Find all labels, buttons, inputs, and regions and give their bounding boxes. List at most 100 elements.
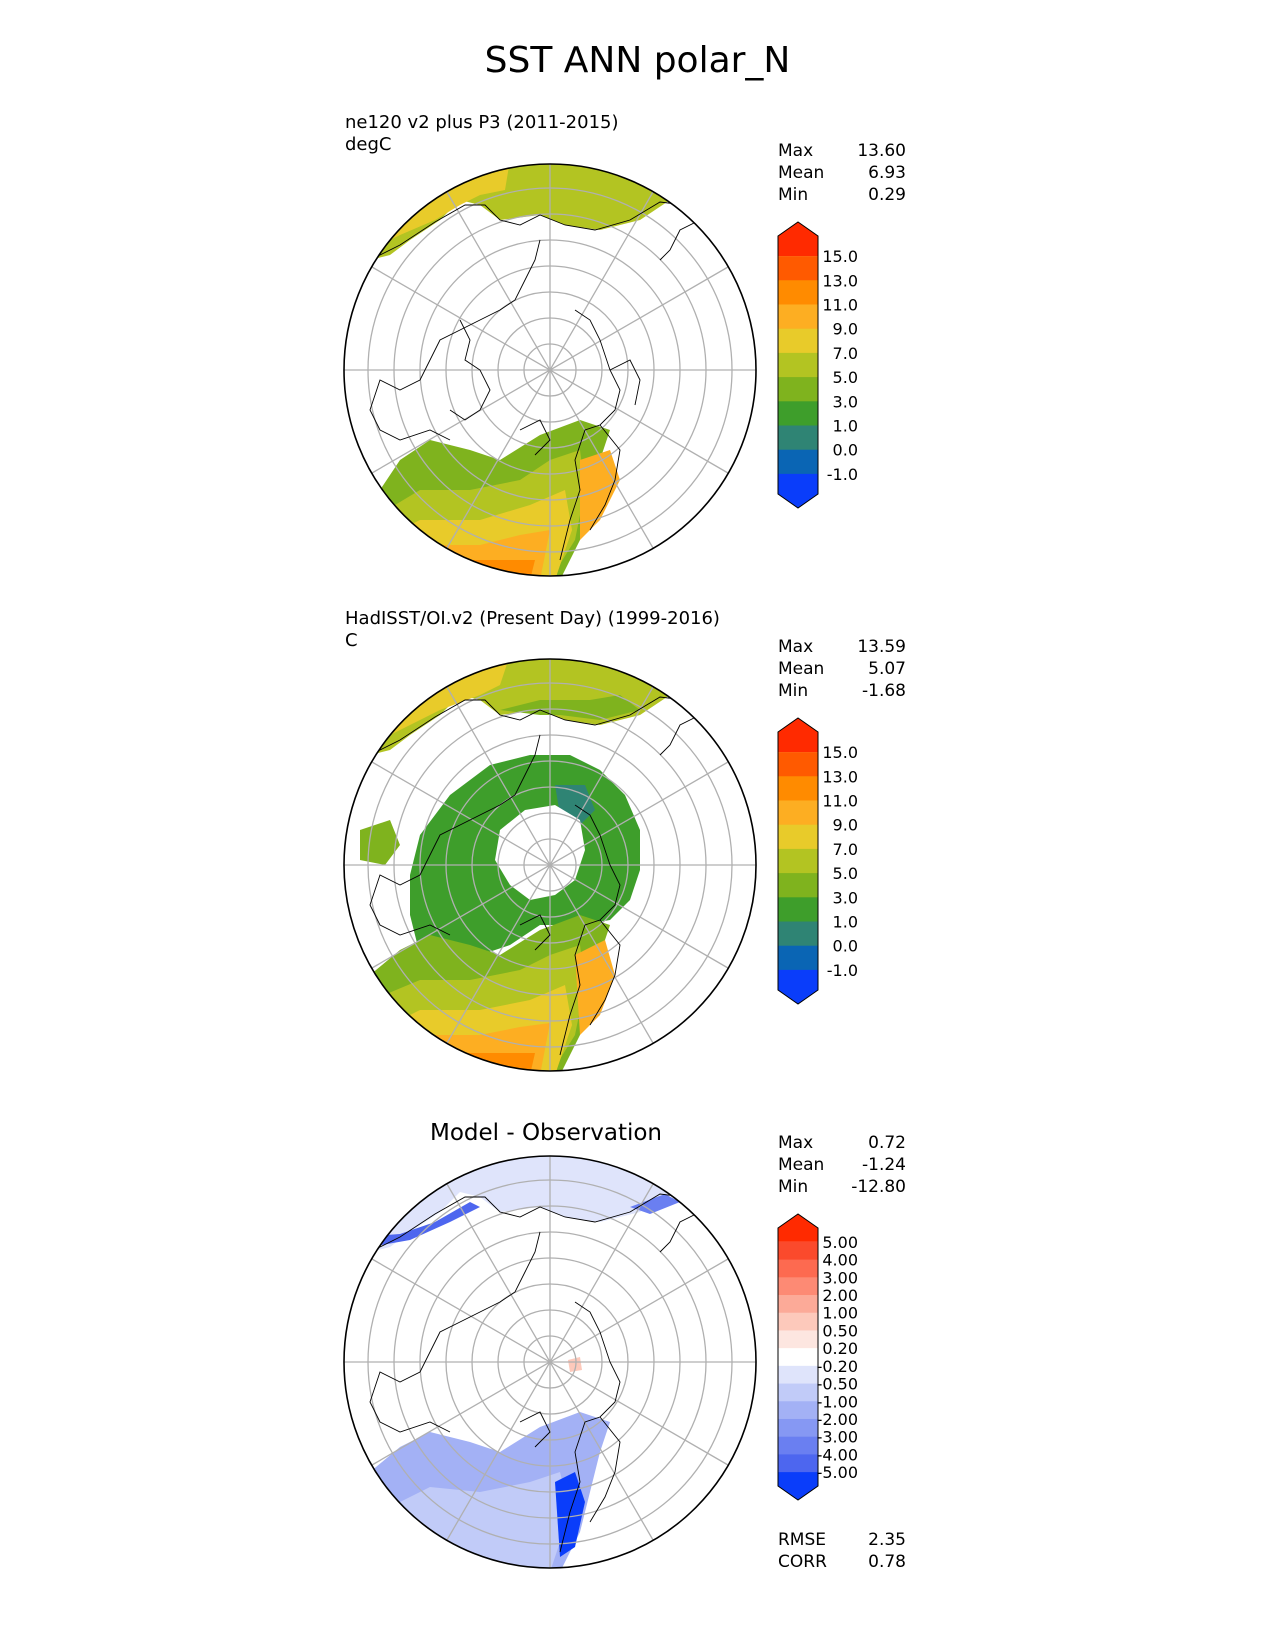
panel-1-title-line1: ne120 v2 plus P3 (2011-2015) (345, 112, 619, 133)
colorbar-segment (778, 280, 818, 305)
panel-2-map (343, 658, 757, 1072)
colorbar-tick-label: 15.0 (822, 247, 858, 266)
colorbar-tick-label: 3.00 (822, 1268, 858, 1287)
colorbar-segment (778, 256, 818, 281)
warm-spot (568, 1357, 582, 1372)
colorbar-segment (778, 752, 818, 777)
panel-3-colorbar: 5.004.003.002.001.000.500.20-0.20-0.50-1… (777, 1213, 858, 1501)
min-label: Min (778, 1177, 809, 1197)
max-value: 0.72 (868, 1133, 906, 1153)
colorbar-tick-label: 2.00 (822, 1286, 858, 1305)
mean-value: 5.07 (868, 659, 906, 679)
colorbar-segment (778, 377, 818, 402)
max-value: 13.59 (857, 637, 906, 657)
colorbar-outline (777, 717, 819, 1005)
panel-2-title-line1: HadISST/OI.v2 (Present Day) (1999-2016) (345, 608, 720, 629)
colorbar-tick-label: 4.00 (822, 1251, 858, 1270)
min-value: 0.29 (868, 185, 906, 205)
mean-value: -1.24 (862, 1155, 906, 1175)
colorbar-tick-label: 5.0 (833, 864, 858, 883)
colorbar-tick-label: -5.00 (817, 1463, 858, 1482)
colorbar-tick-label: 1.0 (833, 913, 858, 932)
colorbar-segment (778, 1295, 818, 1314)
colorbar-tick-label: -0.20 (817, 1357, 858, 1376)
pacific-diff-strong-2 (630, 1194, 680, 1214)
panel-1-colorbar: 15.0 13.0 11.0 9.0 7.0 5.0 3.0 1.0 0.0 -1.0 (777, 221, 858, 509)
max-label: Max (778, 1133, 814, 1153)
colorbar-segment (778, 1454, 818, 1473)
colorbar-segment (778, 776, 818, 801)
colorbar-cap-top (778, 222, 818, 257)
colorbar-tick-label: -3.00 (817, 1428, 858, 1447)
colorbar-tick-label: 3.0 (833, 888, 858, 907)
colorbar-segment (778, 1312, 818, 1331)
colorbar-segment (778, 1383, 818, 1402)
rmse-label: RMSE (778, 1530, 827, 1550)
max-label: Max (778, 141, 814, 161)
colorbar-tick-label: 0.20 (822, 1339, 858, 1358)
panel-2-colorbar: 15.0 13.0 11.0 9.0 7.0 5.0 3.0 1.0 0.0 -1.0 (777, 717, 858, 1005)
colorbar-segment (778, 1365, 818, 1385)
colorbar-segment (778, 449, 818, 475)
mean-label: Mean (778, 1155, 825, 1175)
colorbar-tick-label: -2.00 (817, 1410, 858, 1429)
colorbar-segment (778, 824, 818, 850)
colorbar-segment (778, 1348, 818, 1367)
colorbar-segment (778, 304, 818, 330)
min-label: Min (778, 681, 809, 701)
colorbar-tick-label: 13.0 (822, 271, 858, 290)
panel-1-title: ne120 v2 plus P3 (2011-2015) degC (345, 112, 619, 156)
colorbar-tick-label: 9.0 (833, 816, 858, 835)
colorbar-outline (777, 221, 819, 509)
colorbar-tick-label: 1.00 (822, 1304, 858, 1323)
colorbar-segment (778, 425, 818, 451)
hudson-green (360, 820, 400, 865)
colorbar-tick-label: 11.0 (822, 791, 858, 810)
colorbar-segment (778, 1259, 818, 1278)
colorbar-segment (778, 1436, 818, 1455)
colorbar-tick-label: -1.0 (827, 465, 858, 484)
colorbar-segment (778, 1277, 818, 1296)
colorbar-segment (778, 945, 818, 971)
max-value: 13.60 (857, 141, 906, 161)
colorbar-tick-label: 5.0 (833, 368, 858, 387)
colorbar-outline (777, 1213, 819, 1501)
colorbar-segment (778, 848, 818, 874)
colorbar-tick-label: 1.0 (833, 417, 858, 436)
colorbar-segment (778, 1401, 818, 1420)
colorbar-tick-label: -1.0 (827, 961, 858, 980)
panel-2-title: HadISST/OI.v2 (Present Day) (1999-2016) … (345, 608, 720, 652)
panel-3-map (343, 1155, 757, 1569)
colorbar-tick-label: -0.50 (817, 1375, 858, 1394)
colorbar-tick-label: 7.0 (833, 344, 858, 363)
colorbar-tick-label: 0.50 (822, 1321, 858, 1340)
colorbar-tick-label: 11.0 (822, 295, 858, 314)
colorbar-tick-label: 5.00 (822, 1233, 858, 1252)
mean-value: 6.93 (868, 163, 906, 183)
panel-1-map (343, 163, 757, 577)
atlantic-fill-deep (420, 1053, 535, 1071)
coast-diff-strong (555, 1472, 585, 1557)
colorbar-segment (778, 1418, 818, 1438)
mean-label: Mean (778, 163, 825, 183)
min-value: -1.68 (862, 681, 906, 701)
panel-2-units: C (345, 630, 358, 651)
corr-value: 0.78 (868, 1552, 906, 1572)
rmse-value: 2.35 (868, 1530, 906, 1550)
corr-label: CORR (778, 1552, 827, 1572)
colorbar-segment (778, 401, 818, 427)
colorbar-tick-label: 7.0 (833, 840, 858, 859)
colorbar-cap-top (778, 1214, 818, 1242)
panel-3-title: Model - Observation (429, 1120, 663, 1146)
colorbar-tick-label: 9.0 (833, 320, 858, 339)
panel-3-metrics: RMSE 2.35 CORR 0.78 (778, 1529, 906, 1573)
min-label: Min (778, 185, 809, 205)
colorbar-segment (778, 897, 818, 923)
colorbar-segment (778, 800, 818, 826)
colorbar-tick-label: -4.00 (817, 1445, 858, 1464)
colorbar-tick-label: 0.0 (833, 441, 858, 460)
colorbar-cap-top (778, 718, 818, 753)
panel-1-units: degC (345, 134, 392, 155)
colorbar-segment (778, 352, 818, 378)
colorbar-segment (778, 328, 818, 354)
